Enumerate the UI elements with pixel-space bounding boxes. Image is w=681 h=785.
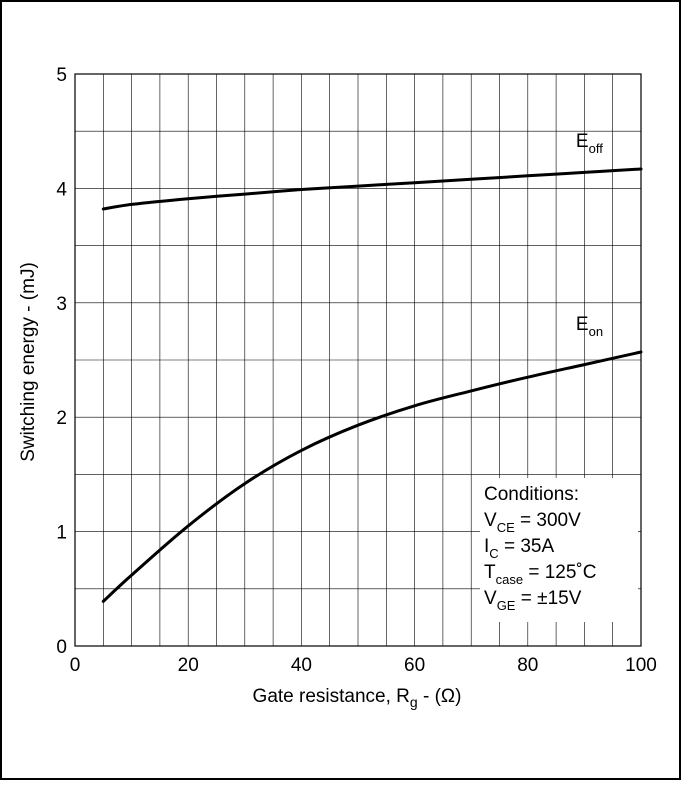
- series-line-eoff: [101, 167, 643, 211]
- x-axis-label: Gate resistance, Rg - (Ω): [253, 686, 462, 710]
- conditions-line: Tcase = 125˚C: [484, 562, 596, 587]
- series-labels: Eoff Eon: [576, 131, 603, 339]
- x-tick-label: 40: [291, 655, 312, 676]
- conditions-line: VGE = ±15V: [484, 588, 582, 613]
- series-label-eon: Eon: [576, 314, 603, 339]
- series-lines: [101, 167, 643, 603]
- x-tick-labels: 0 20 40 60 80 100: [70, 655, 657, 676]
- conditions-line: IC = 35A: [484, 536, 554, 561]
- x-tick-label: 100: [625, 655, 657, 676]
- y-tick-label: 4: [56, 179, 67, 200]
- x-axis-label-sub: g: [410, 694, 418, 710]
- y-tick-labels: 0 1 2 3 4 5: [56, 65, 67, 658]
- y-tick-label: 3: [56, 294, 67, 315]
- x-axis-label-main: Gate resistance, R: [253, 686, 410, 707]
- series-label-eoff: Eoff: [576, 131, 603, 156]
- x-tick-label: 80: [517, 655, 538, 676]
- conditions-line: VCE = 300V: [484, 510, 581, 535]
- x-tick-label: 60: [404, 655, 425, 676]
- conditions-background: [480, 478, 638, 622]
- grid: [75, 74, 641, 646]
- y-tick-label: 0: [56, 637, 67, 658]
- y-tick-label: 2: [56, 408, 67, 429]
- series-line-eon: [101, 350, 643, 603]
- conditions-title: Conditions:: [484, 484, 579, 505]
- y-tick-label: 1: [56, 523, 67, 544]
- y-axis-label: Switching energy - (mJ): [18, 262, 39, 462]
- x-tick-label: 0: [70, 655, 81, 676]
- plot-border: [74, 73, 642, 647]
- x-axis-label-rest: - (Ω): [418, 686, 462, 707]
- y-tick-label: 5: [56, 65, 67, 86]
- x-tick-label: 20: [178, 655, 199, 676]
